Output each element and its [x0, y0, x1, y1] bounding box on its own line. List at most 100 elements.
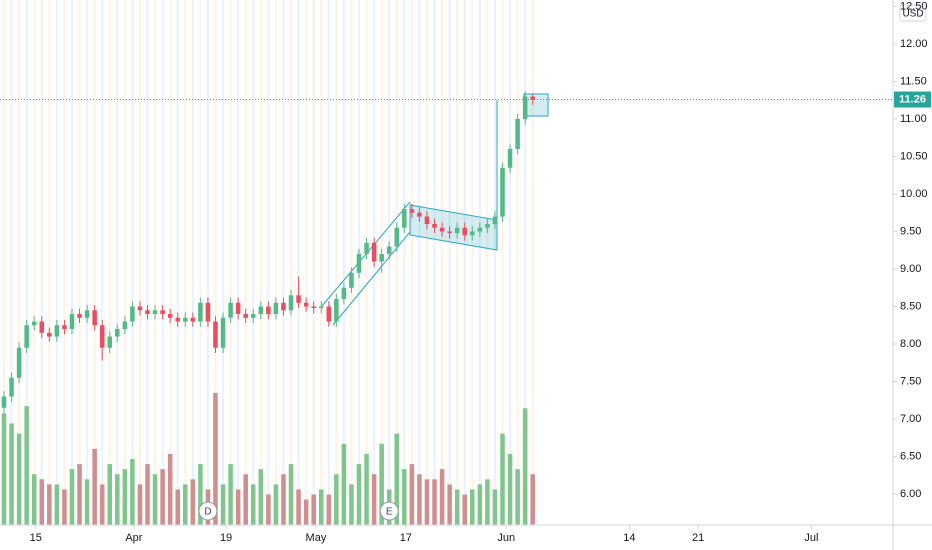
x-tick-label: 19: [220, 532, 232, 544]
volume-bar: [492, 489, 498, 525]
session-stripe: [3, 0, 6, 525]
candle-body: [281, 302, 286, 311]
volume-bar: [152, 474, 158, 525]
candle-body: [386, 246, 392, 255]
session-stripe: [222, 0, 225, 525]
session-stripe: [101, 0, 104, 525]
candle-body: [356, 254, 362, 273]
candle-body: [515, 119, 520, 150]
event-label: E: [386, 507, 393, 518]
candle-body: [303, 302, 309, 307]
candle-body: [167, 314, 173, 318]
candle-body: [107, 336, 113, 348]
session-stripe: [274, 0, 277, 525]
volume-bar: [371, 474, 377, 525]
volume-bar: [213, 393, 218, 525]
session-stripe: [199, 0, 202, 525]
session-stripe: [388, 0, 391, 525]
candle-body: [522, 96, 528, 120]
session-stripe: [312, 0, 315, 525]
y-tick-label: 7.00: [900, 413, 921, 425]
volume-bar: [296, 489, 301, 525]
x-tick-label: 17: [400, 532, 412, 544]
x-tick-label: 15: [30, 532, 42, 544]
session-stripe: [418, 0, 421, 525]
y-tick-label: 9.50: [900, 225, 921, 237]
volume-bar: [303, 499, 309, 525]
session-stripe: [478, 0, 481, 525]
candle-body: [54, 325, 60, 337]
session-stripe: [403, 0, 406, 525]
volume-bar: [183, 484, 188, 525]
candle-body: [296, 295, 301, 303]
candle-body: [258, 306, 264, 315]
y-tick-label: 11.50: [900, 75, 927, 87]
volume-bar: [485, 479, 490, 525]
volume-bar: [122, 469, 128, 525]
candle-body: [228, 302, 233, 318]
candle-body: [462, 227, 468, 236]
candle-body: [1, 396, 7, 408]
session-stripe: [184, 0, 187, 525]
event-label: D: [204, 507, 211, 518]
volume-bar: [341, 443, 347, 525]
session-stripe: [108, 0, 111, 525]
candle-body: [152, 310, 158, 315]
y-tick-label: 7.50: [900, 375, 921, 387]
y-tick-label: 8.00: [900, 338, 921, 350]
session-stripe: [48, 0, 51, 525]
volume-bar: [273, 484, 279, 525]
session-stripe: [33, 0, 36, 525]
candle-body: [137, 306, 143, 311]
candle-body: [122, 321, 128, 330]
candle-body: [371, 242, 377, 262]
session-stripe: [138, 0, 141, 525]
volume-bar: [522, 408, 528, 525]
volume-bar: [462, 494, 468, 525]
volume-bar: [356, 464, 362, 525]
volume-bar: [130, 459, 135, 525]
session-stripe: [531, 0, 534, 525]
session-stripe: [237, 0, 240, 525]
volume-bar: [235, 489, 241, 525]
candle-body: [69, 314, 75, 330]
candle-body: [220, 317, 226, 348]
volume-bar: [530, 474, 535, 525]
session-stripe: [410, 0, 413, 525]
last-price-label: 11.26: [899, 93, 926, 105]
volume-bar: [250, 484, 256, 525]
x-tick-label: May: [306, 532, 327, 544]
session-stripe: [350, 0, 353, 525]
volume-bar: [288, 464, 294, 525]
candle-body: [402, 209, 407, 228]
currency-badge[interactable]: [899, 4, 927, 22]
last-price-badge: [894, 91, 931, 108]
volume-bar: [507, 453, 513, 525]
candle-body: [470, 231, 475, 236]
y-tick-label: 6.50: [900, 450, 921, 462]
candle-body: [334, 299, 339, 322]
session-stripe: [267, 0, 270, 525]
candle-body: [16, 347, 22, 378]
session-stripe: [433, 0, 436, 525]
session-stripe: [70, 0, 73, 525]
session-stripe: [395, 0, 398, 525]
volume-bar: [190, 479, 196, 525]
y-tick-label: 10.50: [900, 150, 928, 162]
session-stripe: [154, 0, 157, 525]
x-tick-label: 14: [623, 532, 635, 544]
volume-bar: [281, 474, 286, 525]
volume-bar: [326, 494, 332, 525]
session-stripe: [161, 0, 164, 525]
session-stripe: [40, 0, 43, 525]
session-stripe: [169, 0, 172, 525]
session-stripe: [448, 0, 451, 525]
candle-body: [326, 306, 332, 322]
candle-body: [477, 227, 483, 232]
volume-bar: [228, 464, 233, 525]
candle-body: [250, 314, 256, 318]
volume-bar: [500, 433, 505, 525]
candle-body: [311, 306, 316, 309]
